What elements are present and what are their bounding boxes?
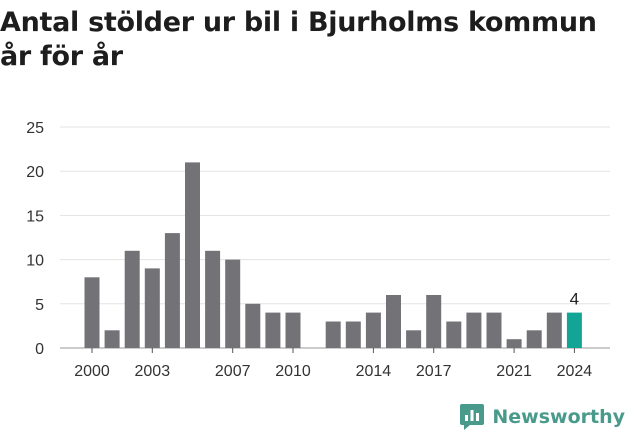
gridlines [60, 126, 610, 349]
bar-2005 [185, 162, 200, 348]
bar-2009 [265, 312, 281, 348]
bar-2019 [466, 312, 482, 348]
data-labels: 4 [570, 290, 579, 309]
bar-2016 [406, 330, 422, 348]
bar-2024 [566, 312, 582, 348]
bar-2021 [506, 339, 522, 348]
x-tick-label-2021: 2021 [496, 363, 532, 380]
x-tick-label-2007: 2007 [215, 363, 251, 380]
x-tick-label-2010: 2010 [275, 363, 311, 380]
x-tick-label-2003: 2003 [135, 363, 171, 380]
y-tick-label-15: 15 [26, 208, 44, 225]
bar-2014 [365, 312, 381, 348]
bar-2010 [285, 312, 301, 348]
chart-title: Antal stölder ur bil i Bjurholms kommun … [0, 7, 597, 72]
data-label-2024: 4 [570, 290, 579, 309]
bar-2006 [205, 250, 221, 348]
bar-2012 [325, 321, 341, 348]
bar-2020 [486, 312, 502, 348]
bar-2015 [386, 295, 401, 348]
bar-2000 [84, 277, 100, 348]
y-axis-ticks: 0 5 10 15 20 25 [26, 120, 44, 358]
bar-2018 [446, 321, 462, 348]
bar-2023 [546, 312, 562, 348]
x-tick-label-2024: 2024 [557, 363, 593, 380]
brand-name: Newsworthy [492, 406, 625, 428]
x-axis-ticks: 2000 2003 2007 2010 2014 2017 2021 2024 [74, 348, 592, 380]
y-tick-label-0: 0 [35, 341, 44, 358]
bar-2013 [345, 321, 361, 348]
x-tick-label-2017: 2017 [416, 363, 452, 380]
bar-2007 [225, 259, 241, 348]
bar-2022 [526, 330, 542, 348]
bar-2004 [164, 233, 180, 348]
bar-2001 [104, 330, 120, 348]
y-tick-label-5: 5 [35, 297, 44, 314]
bars [84, 162, 582, 348]
newsworthy-logo-icon [460, 404, 485, 430]
bar-2017 [426, 295, 442, 348]
y-tick-label-20: 20 [26, 164, 44, 181]
y-tick-label-25: 25 [26, 120, 44, 137]
bar-2008 [245, 303, 261, 348]
y-tick-label-10: 10 [26, 253, 44, 270]
x-tick-label-2000: 2000 [74, 363, 110, 380]
bar-2002 [124, 250, 140, 348]
brand-logo: Newsworthy [459, 403, 625, 431]
x-tick-label-2014: 2014 [356, 363, 392, 380]
bar-2003 [144, 268, 160, 348]
